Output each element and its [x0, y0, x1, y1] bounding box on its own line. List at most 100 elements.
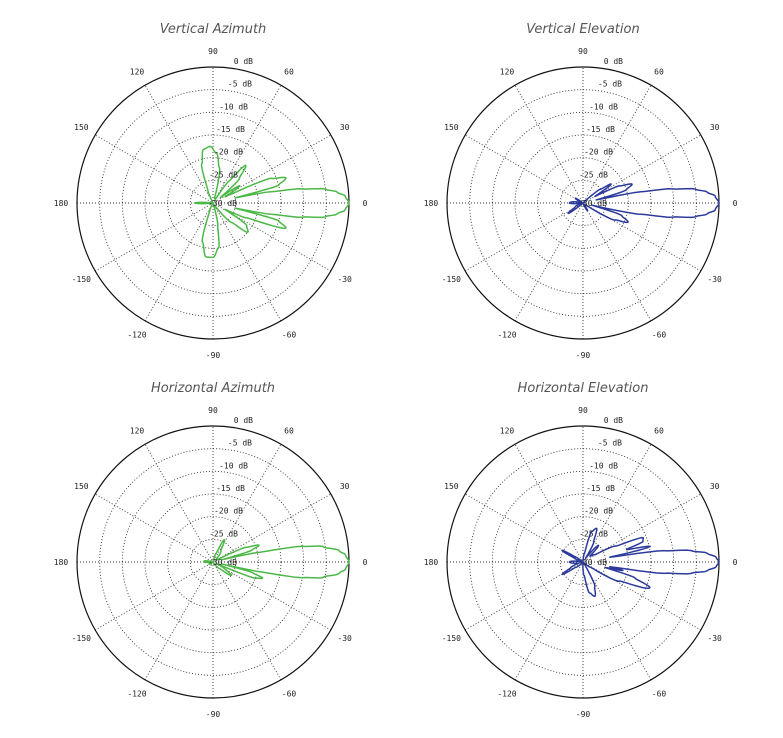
angle-tick-label: -150	[442, 634, 461, 643]
angle-tick-label: -90	[206, 351, 221, 360]
angle-tick-label: 60	[284, 67, 294, 76]
angle-tick-label: 30	[710, 123, 720, 132]
angle-tick-label: 60	[654, 426, 664, 435]
grid-ring	[491, 470, 675, 654]
angle-tick-label: -30	[707, 634, 722, 643]
db-tick-label: -30 dB	[578, 199, 607, 208]
radiation-pattern-trace	[203, 539, 350, 580]
db-tick-label: -10 dB	[219, 102, 248, 111]
grid-ring	[189, 179, 237, 227]
grid-ring	[167, 157, 259, 249]
grid-ring	[167, 516, 259, 608]
db-tick-label: 0 dB	[604, 416, 623, 425]
angle-tick-label: 180	[424, 199, 439, 208]
db-tick-label: -10 dB	[219, 461, 248, 470]
db-tick-label: -25 dB	[579, 170, 608, 179]
db-tick-label: -20 dB	[584, 148, 613, 157]
angle-tick-label: 30	[340, 123, 350, 132]
angle-tick-label: 150	[444, 123, 459, 132]
db-tick-label: -10 dB	[589, 461, 618, 470]
angle-tick-label: 150	[74, 482, 89, 491]
angle-tick-label: -30	[337, 275, 352, 284]
chart-title: Vertical Elevation	[526, 22, 639, 37]
angle-tick-label: -60	[652, 690, 667, 699]
chart-title: Horizontal Azimuth	[151, 381, 275, 396]
angle-tick-label: -120	[127, 690, 146, 699]
db-tick-label: -5 dB	[598, 80, 622, 89]
angle-tick-label: 90	[208, 406, 218, 415]
angle-tick-label: 90	[208, 47, 218, 56]
grid-ring	[121, 111, 305, 295]
db-tick-label: -5 dB	[598, 439, 622, 448]
polar-chart-3: Horizontal Azimuth 0 30 60 90 120 150 180 -150 -1…	[54, 381, 368, 719]
db-tick-label: -20 dB	[214, 148, 243, 157]
angle-tick-label: 180	[424, 558, 439, 567]
db-tick-label: -30 dB	[208, 558, 237, 567]
angle-tick-label: -30	[337, 634, 352, 643]
angle-tick-label: 0	[733, 558, 738, 567]
angle-tick-label: -60	[282, 331, 297, 340]
angle-tick-label: -150	[442, 275, 461, 284]
db-tick-label: 0 dB	[604, 57, 623, 66]
db-tick-label: -5 dB	[228, 80, 252, 89]
angle-tick-label: 0	[363, 199, 368, 208]
angle-tick-label: -120	[497, 690, 516, 699]
angle-tick-label: 120	[130, 67, 145, 76]
chart-title: Vertical Azimuth	[160, 22, 267, 37]
angle-tick-label: 30	[340, 482, 350, 491]
angle-tick-label: 60	[654, 67, 664, 76]
angle-tick-label: 90	[578, 406, 588, 415]
db-tick-label: -25 dB	[579, 529, 608, 538]
polar-chart-2: Vertical Elevation 0 30 60 90 120 150 180 -150 -1…	[424, 22, 738, 360]
angle-tick-label: -60	[282, 690, 297, 699]
db-tick-label: -25 dB	[209, 529, 238, 538]
angle-tick-label: 120	[500, 426, 515, 435]
db-tick-label: 0 dB	[234, 416, 253, 425]
chart-title: Horizontal Elevation	[518, 381, 649, 396]
db-tick-label: -15 dB	[216, 484, 245, 493]
db-tick-label: -15 dB	[586, 125, 615, 134]
angle-tick-label: -150	[72, 634, 91, 643]
angle-tick-label: 150	[74, 123, 89, 132]
radiation-pattern-trace	[567, 183, 720, 224]
db-tick-label: -15 dB	[216, 125, 245, 134]
grid-ring	[559, 179, 607, 227]
grid-ring	[189, 538, 237, 586]
angle-tick-label: 0	[733, 199, 738, 208]
db-tick-label: -15 dB	[586, 484, 615, 493]
angle-tick-label: -120	[497, 331, 516, 340]
angle-tick-label: 150	[444, 482, 459, 491]
db-tick-label: -10 dB	[589, 102, 618, 111]
db-tick-label: -20 dB	[214, 507, 243, 516]
angle-tick-label: -90	[206, 710, 221, 719]
angle-tick-label: 0	[363, 558, 368, 567]
radiation-pattern-trace	[194, 145, 350, 259]
grid-ring	[537, 157, 629, 249]
polar-chart-1: Vertical Azimuth 0 30 60 90 120 150 180 -150 -120…	[54, 22, 368, 360]
db-tick-label: 0 dB	[234, 57, 253, 66]
angle-tick-label: -150	[72, 275, 91, 284]
angle-tick-label: 180	[54, 199, 69, 208]
db-tick-label: -30 dB	[578, 558, 607, 567]
radiation-pattern-trace	[561, 527, 720, 598]
grid-ring	[537, 516, 629, 608]
grid-ring	[559, 538, 607, 586]
angle-tick-label: -30	[707, 275, 722, 284]
angle-tick-label: 180	[54, 558, 69, 567]
db-tick-label: -20 dB	[584, 507, 613, 516]
angle-tick-label: 120	[500, 67, 515, 76]
db-tick-label: -30 dB	[208, 199, 237, 208]
angle-tick-label: 90	[578, 47, 588, 56]
angle-tick-label: -90	[576, 710, 591, 719]
db-tick-label: -25 dB	[209, 170, 238, 179]
angle-tick-label: 60	[284, 426, 294, 435]
polar-chart-4: Horizontal Elevation 0 30 60 90 120 150 180 -150…	[424, 381, 738, 719]
db-tick-label: -5 dB	[228, 439, 252, 448]
angle-tick-label: -60	[652, 331, 667, 340]
angle-tick-label: -90	[576, 351, 591, 360]
grid-ring	[491, 111, 675, 295]
angle-tick-label: 30	[710, 482, 720, 491]
grid-ring	[121, 470, 305, 654]
angle-tick-label: -120	[127, 331, 146, 340]
